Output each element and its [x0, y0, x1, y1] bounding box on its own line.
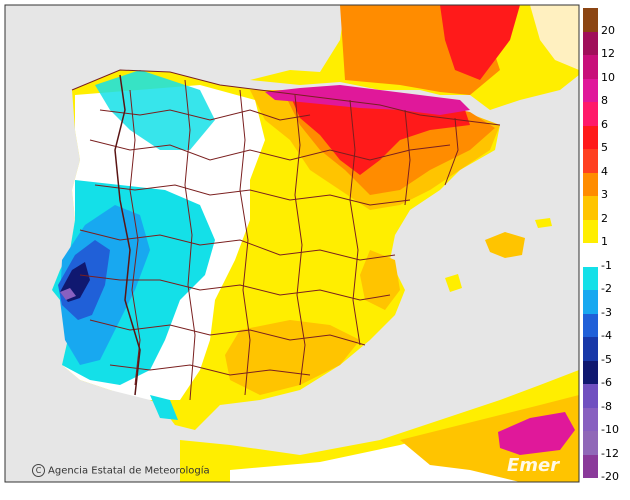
legend-item: -10: [583, 407, 628, 436]
france-light-area: [530, 5, 579, 70]
legend-item: 4: [583, 149, 628, 178]
legend-swatch: [583, 360, 598, 384]
legend-swatch: [583, 31, 598, 55]
warm-anomaly-orange-south: [225, 320, 360, 395]
legend-swatch: [583, 290, 598, 314]
mallorca-island: [485, 232, 525, 258]
legend-swatch: [583, 102, 598, 126]
africa-magenta-area: [498, 412, 575, 455]
legend-item: -4: [583, 313, 628, 342]
legend-item: 8: [583, 78, 628, 107]
legend-label: -6: [601, 376, 612, 389]
legend-item: 12: [583, 31, 628, 60]
legend-item: -12: [583, 431, 628, 460]
warm-anomaly-magenta-ne: [265, 85, 470, 115]
legend-swatch: [583, 243, 598, 267]
province-borders: [71, 69, 501, 401]
legend-swatch: [583, 78, 598, 102]
legend-item: 6: [583, 102, 628, 131]
legend-label: -4: [601, 329, 612, 342]
cold-anomaly-north-cyan: [95, 70, 215, 150]
legend-swatch: [583, 407, 598, 431]
legend-swatch: [583, 266, 598, 290]
legend-item: 3: [583, 172, 628, 201]
legend-swatch: [583, 313, 598, 337]
cold-anomaly-purple: [60, 288, 76, 300]
legend-label: 10: [601, 70, 615, 84]
legend-label: 12: [601, 47, 615, 60]
portugal-border: [114, 74, 141, 396]
legend-swatch: [583, 8, 598, 32]
legend-swatch: [583, 219, 598, 243]
legend-label: -1: [601, 258, 612, 272]
legend-item: 1: [583, 219, 628, 248]
credit-text: C Agencia Estatal de Meteorología: [32, 464, 210, 477]
gibraltar-cyan: [150, 395, 178, 420]
legend-label: -12: [601, 446, 619, 460]
legend-label: -8: [601, 399, 612, 413]
legend-swatch: [583, 149, 598, 173]
legend-label: 3: [601, 188, 608, 201]
legend-item: -2: [583, 266, 628, 295]
legend-item: 5: [583, 125, 628, 154]
legend-item: -8: [583, 384, 628, 413]
legend-label: 20: [601, 23, 615, 37]
legend-item: -5: [583, 337, 628, 366]
legend-label: 6: [601, 117, 608, 131]
legend-item: 20: [583, 8, 628, 37]
legend-swatch: [583, 55, 598, 79]
france-red-area: [440, 5, 520, 80]
legend-swatch: [583, 172, 598, 196]
brand-watermark: Emer: [507, 455, 560, 476]
legend-swatch: [583, 431, 598, 455]
legend-swatch: [583, 337, 598, 361]
legend-item: -1: [583, 243, 628, 272]
legend-label: 8: [601, 94, 608, 107]
legend-label: 5: [601, 141, 608, 154]
legend-label: -20: [601, 470, 619, 483]
legend-swatch: [583, 196, 598, 220]
legend-label: -5: [601, 352, 612, 366]
menorca-island: [535, 218, 552, 228]
legend-swatch: [583, 125, 598, 149]
legend-swatch: [583, 454, 598, 478]
legend-item: -3: [583, 290, 628, 319]
ibiza-island: [445, 274, 462, 292]
legend-swatch: [583, 384, 598, 408]
legend-label: 1: [601, 235, 608, 248]
africa-orange-area: [400, 395, 579, 482]
map-frame: [4, 4, 580, 483]
legend-label: -2: [601, 282, 612, 295]
legend-label: 4: [601, 164, 608, 178]
legend-label: -10: [601, 423, 619, 436]
legend-item: 2: [583, 196, 628, 225]
legend: 20 12 10 8 6 5 4 3 2 1 -1 -2 -3 -4 -5 -6 -8 -10 -12 -20: [583, 8, 628, 483]
legend-item: -6: [583, 360, 628, 389]
legend-label: 2: [601, 211, 608, 225]
copyright-icon: C: [32, 464, 45, 477]
legend-label: -3: [601, 305, 612, 319]
legend-item: -20: [583, 454, 628, 483]
credit-label: Agencia Estatal de Meteorología: [48, 465, 210, 477]
legend-item: 10: [583, 55, 628, 84]
